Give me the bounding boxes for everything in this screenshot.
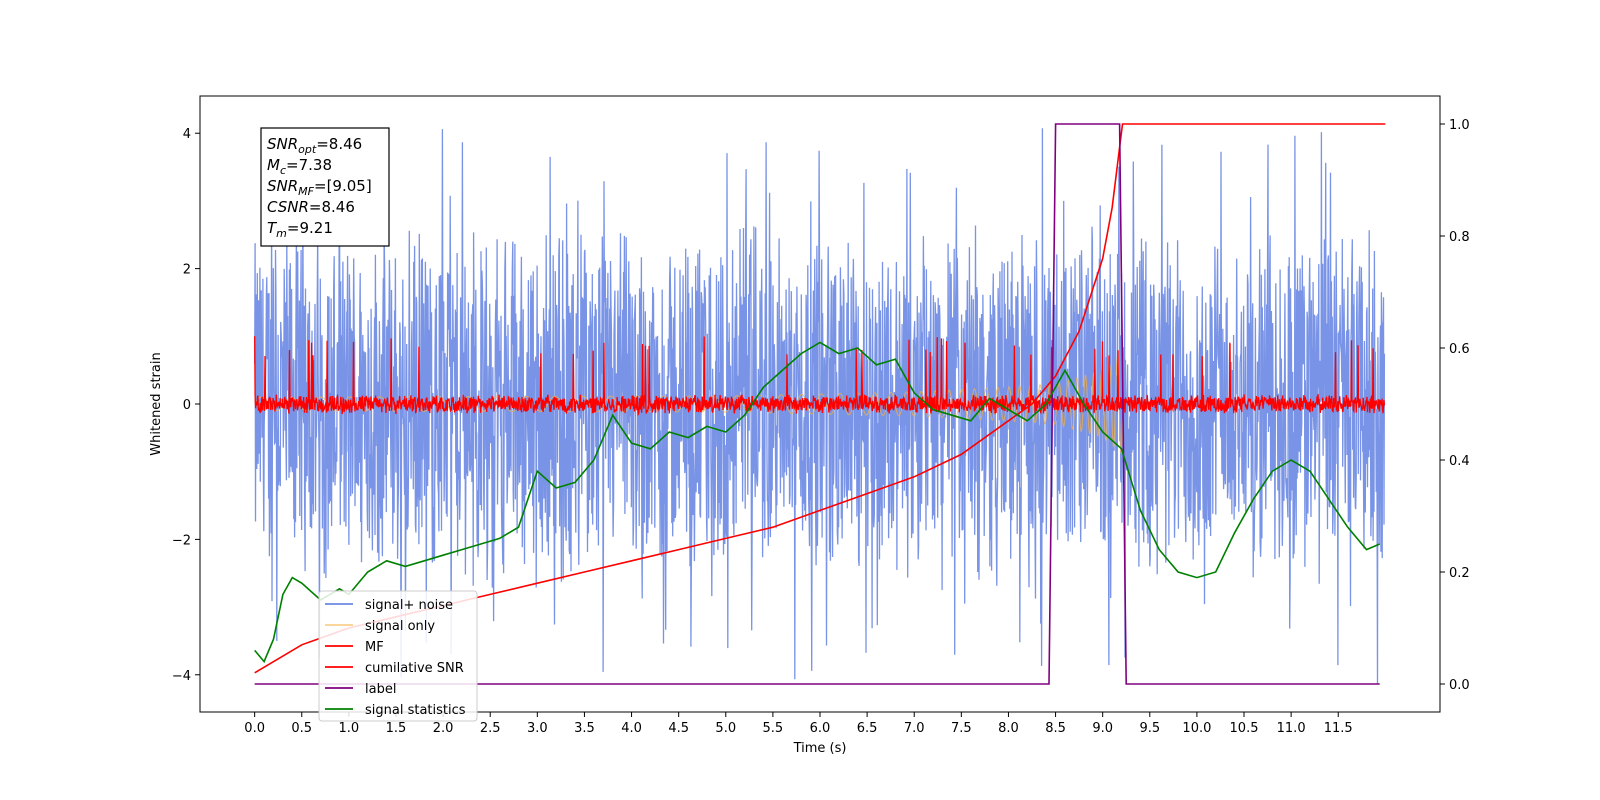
legend-label: MF xyxy=(365,640,384,655)
x-tick-label: 10.5 xyxy=(1230,721,1259,736)
series-4-line xyxy=(254,123,1380,685)
x-tick-label: 8.0 xyxy=(998,721,1019,736)
x-tick-label: 9.5 xyxy=(1139,721,1160,736)
x-tick-label: 11.5 xyxy=(1324,721,1353,736)
x-tick-label: 1.0 xyxy=(339,721,360,736)
annotation-line: CSNR=8.46 xyxy=(267,198,355,216)
y-tick-label: −4 xyxy=(172,669,191,684)
y-tick-label: 0 xyxy=(183,398,191,413)
legend-label: signal only xyxy=(365,619,435,634)
x-tick-label: 3.0 xyxy=(527,721,548,736)
y2-tick-label: 0.0 xyxy=(1449,678,1470,693)
legend-label: signal+ noise xyxy=(365,598,453,613)
x-axis-label: Time (s) xyxy=(793,741,847,756)
legend-frame xyxy=(318,590,478,722)
x-tick-label: 10.0 xyxy=(1182,721,1211,736)
annotation-line: SNRMF=[9.05] xyxy=(267,177,372,198)
annotation-frame xyxy=(260,127,390,247)
legend: signal+ noise signal only MF cumilative SNR… xyxy=(318,590,478,722)
x-tick-label: 2.5 xyxy=(480,721,501,736)
x-tick-label: 11.0 xyxy=(1277,721,1306,736)
axes: 0.0 0.5 1.0 1.5 2.0 2.5 3.0 3.5 4.0 4.5 5.0 5.5 6.0 6… xyxy=(172,118,1470,736)
y2-tick-label: 0.6 xyxy=(1449,342,1470,357)
x-tick-label: 8.5 xyxy=(1045,721,1066,736)
y-tick-label: −2 xyxy=(172,533,191,548)
x-tick-label: 5.5 xyxy=(763,721,784,736)
x-tick-label: 5.0 xyxy=(715,721,736,736)
x-tick-label: 2.0 xyxy=(433,721,454,736)
y-tick-label: 4 xyxy=(183,127,191,142)
x-tick-label: 7.5 xyxy=(951,721,972,736)
y2-tick-label: 1.0 xyxy=(1449,118,1470,133)
x-tick-label: 4.5 xyxy=(668,721,689,736)
x-tick-label: 7.0 xyxy=(904,721,925,736)
legend-label: label xyxy=(365,682,396,697)
legend-label: signal statistics xyxy=(365,703,466,718)
annotation-line: Mc=7.38 xyxy=(267,156,332,177)
y-tick-label: 2 xyxy=(183,263,191,278)
x-tick-label: 6.5 xyxy=(857,721,878,736)
annotation-line: SNRopt=8.46 xyxy=(267,135,362,156)
x-tick-label: 9.0 xyxy=(1092,721,1113,736)
x-tick-label: 3.5 xyxy=(574,721,595,736)
series-2-line xyxy=(254,336,1386,417)
x-tick-label: 0.0 xyxy=(244,721,265,736)
y2-tick-label: 0.4 xyxy=(1449,454,1470,469)
y2-tick-label: 0.8 xyxy=(1449,230,1470,245)
y-axis-label: Whitened strain xyxy=(149,352,164,455)
x-tick-label: 0.5 xyxy=(291,721,312,736)
annotation-line: Tm=9.21 xyxy=(267,219,333,240)
x-tick-label: 1.5 xyxy=(386,721,407,736)
series-0-line xyxy=(254,128,1386,684)
x-tick-label: 4.0 xyxy=(621,721,642,736)
legend-label: cumilative SNR xyxy=(365,661,464,676)
series-5-line xyxy=(254,341,1381,664)
y2-tick-label: 0.2 xyxy=(1449,566,1470,581)
x-tick-label: 6.0 xyxy=(810,721,831,736)
